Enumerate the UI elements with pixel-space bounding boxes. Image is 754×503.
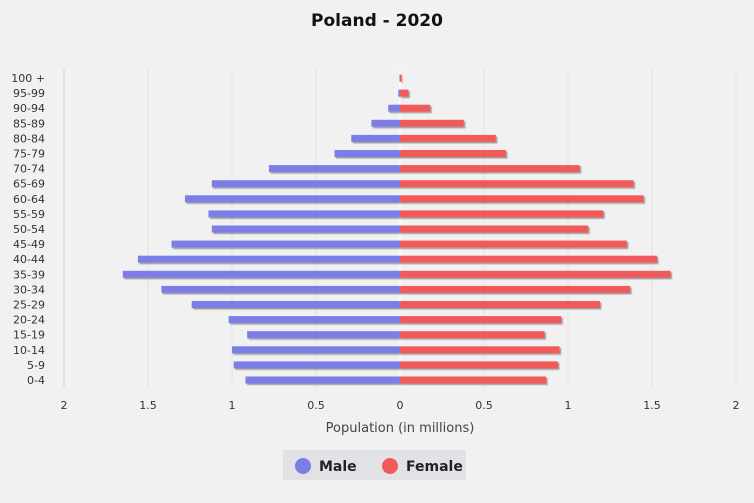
category-labels: 0-4 5-9 10-14 15-19 20-24 25-29 30-34 35-39 40-4… (11, 72, 45, 387)
bar-female[interactable] (400, 104, 431, 112)
bar-male[interactable] (191, 301, 400, 308)
age-group-label: 95-99 (13, 87, 45, 100)
age-group-label: 85-89 (13, 117, 45, 130)
age-group-label: 40-44 (13, 253, 45, 266)
x-tick-label: 0.5 (475, 399, 493, 412)
legend: Male Female (283, 450, 466, 480)
chart-title: Poland - 2020 (311, 11, 443, 31)
bar-male[interactable] (233, 361, 400, 369)
bar-male[interactable] (208, 210, 400, 218)
age-group-label: 45-49 (13, 238, 45, 251)
age-group-label: 10-14 (13, 344, 45, 357)
x-tick-label: 2 (61, 399, 68, 412)
bar-male[interactable] (388, 104, 400, 112)
bar-female[interactable] (400, 150, 506, 157)
bar-female[interactable] (400, 165, 580, 173)
bar-male[interactable] (351, 134, 400, 142)
x-axis-title: Population (in millions) (326, 421, 475, 436)
x-tick-label: 0 (397, 399, 404, 412)
bar-male[interactable] (371, 119, 400, 127)
bar-male[interactable] (232, 346, 400, 354)
legend-item-male[interactable]: Male (295, 458, 357, 475)
bar-male[interactable] (228, 316, 400, 324)
bar-female[interactable] (400, 361, 558, 369)
age-group-label: 75-79 (13, 148, 45, 161)
bar-male[interactable] (171, 240, 400, 248)
bar-male[interactable] (122, 270, 401, 278)
bar-male[interactable] (247, 331, 400, 339)
age-group-label: 35-39 (13, 268, 45, 281)
bar-female[interactable] (400, 134, 496, 142)
x-tick-label: 2 (733, 399, 740, 412)
bars (122, 74, 671, 384)
age-group-label: 50-54 (13, 223, 45, 236)
bar-female[interactable] (400, 180, 634, 188)
age-group-label: 65-69 (13, 178, 45, 191)
age-group-label: 20-24 (13, 314, 45, 327)
x-tick-label: 1.5 (139, 399, 157, 412)
bar-female[interactable] (400, 225, 589, 233)
bar-female[interactable] (400, 240, 627, 248)
bar-female[interactable] (400, 119, 464, 127)
age-group-label: 5-9 (27, 359, 45, 372)
bar-female[interactable] (400, 210, 604, 218)
bar-female[interactable] (400, 270, 671, 278)
age-group-label: 15-19 (13, 329, 45, 342)
age-group-label: 0-4 (27, 374, 45, 387)
age-group-label: 90-94 (13, 102, 45, 115)
bar-male[interactable] (161, 285, 400, 293)
bar-male[interactable] (398, 89, 400, 97)
age-group-label: 70-74 (13, 163, 45, 176)
age-group-label: 60-64 (13, 193, 45, 206)
bar-female[interactable] (400, 316, 562, 324)
x-tick-label: 1 (229, 399, 236, 412)
bar-female[interactable] (400, 255, 658, 263)
legend-male-label: Male (319, 459, 357, 475)
bar-male[interactable] (211, 180, 400, 188)
x-tick-label: 1.5 (643, 399, 661, 412)
bar-female[interactable] (400, 301, 600, 308)
bar-female[interactable] (400, 195, 644, 203)
age-group-label: 30-34 (13, 283, 45, 296)
x-tick-label: 1 (565, 399, 572, 412)
bar-male[interactable] (334, 150, 400, 157)
bar-male[interactable] (211, 225, 400, 233)
x-tick-labels: 2 1.5 1 0.5 0 0.5 1 1.5 2 (61, 399, 740, 412)
x-tick-label: 0.5 (307, 399, 325, 412)
bar-male[interactable] (399, 74, 400, 82)
bar-male[interactable] (268, 165, 400, 173)
bar-female[interactable] (400, 89, 409, 97)
bar-male[interactable] (184, 195, 400, 203)
bar-female[interactable] (400, 285, 631, 293)
legend-male-marker (295, 458, 311, 474)
bar-female[interactable] (400, 346, 560, 354)
age-group-label: 80-84 (13, 132, 45, 145)
legend-female-label: Female (406, 459, 463, 475)
age-group-label: 25-29 (13, 299, 45, 312)
legend-item-female[interactable]: Female (382, 458, 463, 475)
bar-female[interactable] (400, 74, 402, 82)
bar-male[interactable] (137, 255, 401, 263)
age-group-label: 100 + (11, 72, 45, 85)
age-group-label: 55-59 (13, 208, 45, 221)
legend-background (283, 450, 466, 480)
bar-female[interactable] (400, 331, 545, 339)
bar-female[interactable] (400, 376, 547, 384)
legend-female-marker (382, 458, 398, 474)
bar-male[interactable] (245, 376, 400, 384)
